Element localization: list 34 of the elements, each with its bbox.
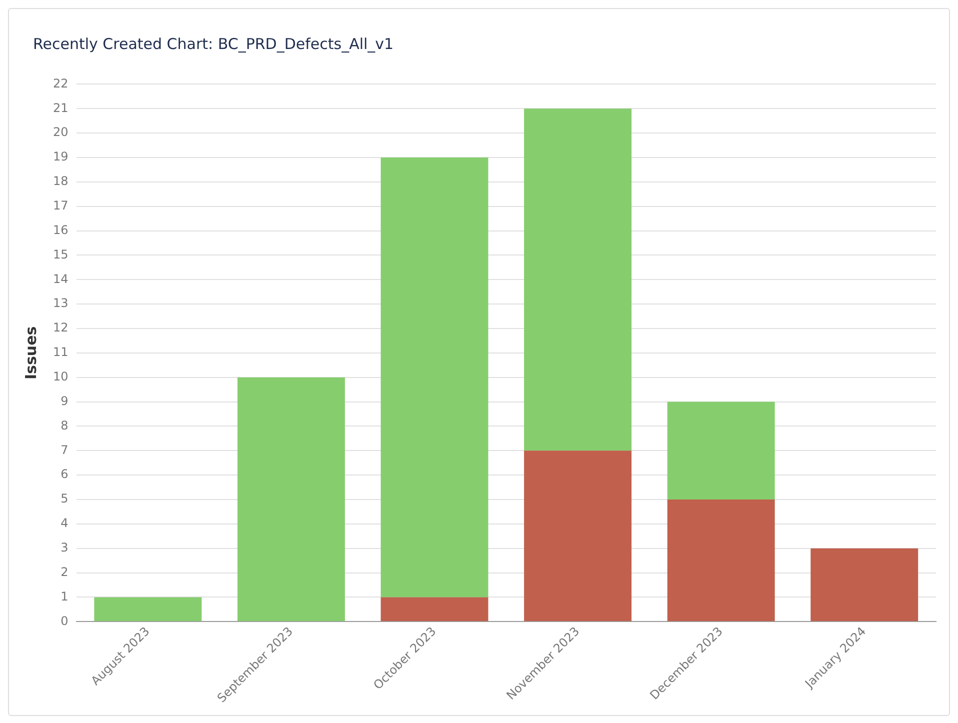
y-tick-label: 10 xyxy=(52,369,68,384)
chart-title: Recently Created Chart: BC_PRD_Defects_All_v1 xyxy=(33,35,394,53)
y-tick-label: 2 xyxy=(60,564,68,579)
bar xyxy=(524,450,632,622)
y-tick-label: 22 xyxy=(52,76,68,90)
bar xyxy=(380,157,488,598)
y-axis-title: Issues xyxy=(22,326,40,380)
y-tick-label: 19 xyxy=(52,150,68,164)
y-tick-label: 15 xyxy=(52,247,68,262)
y-tick-label: 14 xyxy=(52,272,68,286)
bar xyxy=(94,597,202,622)
y-tick-label: 17 xyxy=(52,198,68,212)
y-tick-label: 7 xyxy=(60,442,68,457)
y-tick-label: 16 xyxy=(52,222,68,237)
y-tick-label: 5 xyxy=(60,492,68,506)
bar xyxy=(667,402,775,500)
bar xyxy=(380,597,488,622)
y-tick-label: 3 xyxy=(60,540,68,554)
bar xyxy=(810,548,918,622)
y-tick-label: 11 xyxy=(52,345,68,360)
y-tick-label: 18 xyxy=(52,174,68,188)
y-tick-label: 9 xyxy=(60,394,68,408)
y-tick-label: 6 xyxy=(60,467,68,482)
y-tick-label: 21 xyxy=(52,100,68,115)
y-tick-label: 4 xyxy=(60,516,68,530)
y-tick-label: 20 xyxy=(52,125,68,140)
bar xyxy=(237,377,345,622)
y-tick-label: 0 xyxy=(60,614,68,628)
y-tick-label: 1 xyxy=(60,589,68,604)
y-tick-label: 8 xyxy=(60,418,68,432)
y-tick-label: 13 xyxy=(52,296,68,310)
y-tick-label: 12 xyxy=(52,320,68,335)
bar xyxy=(524,108,632,451)
bar xyxy=(667,499,775,622)
